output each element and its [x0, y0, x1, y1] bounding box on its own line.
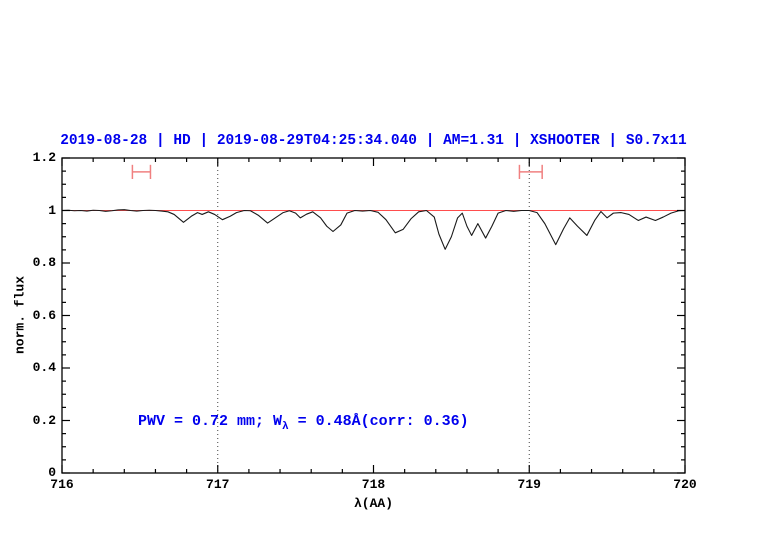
- x-tick-label: 718: [361, 477, 386, 492]
- y-tick-label: 0: [48, 465, 56, 480]
- y-tick-label: 0.2: [32, 412, 56, 428]
- pwv-annotation-lambda-subscript: λ: [282, 421, 289, 433]
- x-tick-label: 720: [673, 477, 697, 492]
- spectrum-line: [61, 209, 686, 250]
- x-tick-label: 717: [206, 477, 230, 492]
- y-tick-label: 0.8: [32, 255, 56, 270]
- x-tick-label: 716: [50, 477, 74, 492]
- y-tick-label: 1: [48, 202, 56, 218]
- y-tick-label: 1.2: [32, 150, 56, 165]
- x-axis-label: λ(AA): [353, 496, 393, 511]
- observation-title: 2019-08-28 | HD | 2019-08-29T04:25:34.04…: [60, 133, 687, 149]
- pwv-annotation: PWV = 0.72 mm; Wλ = 0.48Å(corr: 0.36): [138, 413, 469, 433]
- y-tick-label: 0.4: [32, 360, 56, 375]
- pwv-annotation-prefix: PWV = 0.72 mm; W: [138, 413, 283, 430]
- y-tick-label: 0.6: [32, 307, 56, 323]
- pwv-annotation-suffix: = 0.48Å(corr: 0.36): [288, 413, 469, 430]
- x-tick-label: 719: [517, 477, 541, 492]
